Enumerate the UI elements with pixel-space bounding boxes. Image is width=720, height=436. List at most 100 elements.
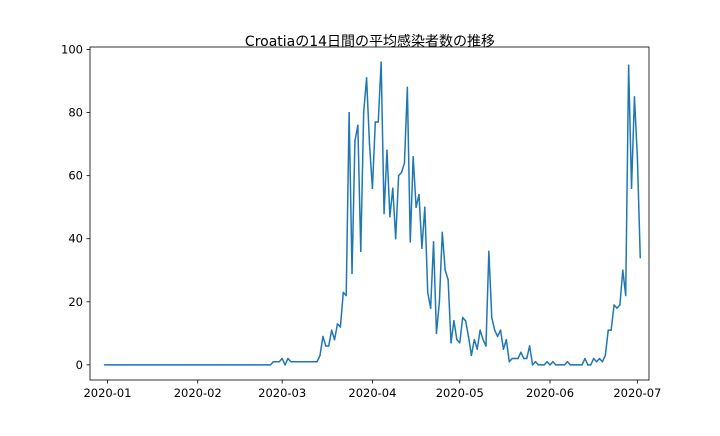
data-point [447, 278, 449, 281]
data-point [339, 326, 342, 328]
data-point [231, 364, 234, 366]
data-point [109, 364, 112, 366]
data-point [380, 61, 382, 63]
data-point [182, 364, 184, 366]
data-point [132, 364, 135, 366]
data-point [138, 364, 141, 366]
data-point [278, 360, 280, 363]
data-point [307, 360, 310, 363]
data-point [354, 140, 356, 142]
data-point [205, 364, 208, 366]
data-point [281, 357, 283, 360]
data-point [357, 124, 359, 126]
data-point [327, 345, 330, 347]
data-point [555, 364, 557, 366]
data-point [604, 354, 607, 357]
data-point [196, 364, 199, 366]
data-point [223, 364, 225, 366]
data-point [543, 364, 545, 366]
data-point [188, 364, 190, 366]
data-point [348, 111, 350, 114]
x-tick-label: 2020-02 [174, 386, 222, 400]
data-point [581, 364, 583, 366]
data-point [394, 237, 397, 240]
data-point [595, 360, 598, 363]
data-point [450, 342, 452, 344]
y-tick-label: 60 [68, 169, 83, 183]
data-point [622, 269, 624, 272]
y-tick-label: 40 [68, 232, 83, 246]
y-axis: 0 20 40 60 80 100 [61, 43, 90, 372]
data-point [269, 364, 272, 366]
data-point [517, 357, 519, 360]
data-point [141, 364, 144, 366]
data-point [502, 348, 505, 350]
x-tick-label: 2020-01 [83, 386, 131, 400]
data-point [266, 364, 269, 366]
data-point [115, 364, 117, 366]
data-point [563, 364, 566, 366]
data-point [438, 301, 441, 303]
data-point [461, 316, 464, 319]
data-point [211, 364, 214, 366]
data-point [528, 345, 531, 347]
data-point [240, 364, 243, 366]
data-point [496, 335, 499, 338]
data-point [112, 364, 115, 366]
data-point [368, 143, 371, 145]
x-tick-label: 2020-05 [436, 386, 484, 400]
data-point [330, 329, 333, 331]
data-point [226, 364, 228, 366]
data-point [552, 360, 554, 363]
x-tick-label: 2020-03 [258, 386, 306, 400]
data-point [377, 121, 379, 123]
data-point [584, 357, 586, 360]
data-point [537, 364, 540, 366]
data-point [362, 111, 365, 114]
data-point [525, 357, 528, 360]
data-point [194, 364, 196, 366]
data-point [121, 364, 123, 366]
data-point [374, 121, 377, 123]
data-point [598, 357, 601, 360]
data-point [150, 364, 152, 366]
data-point [319, 354, 321, 357]
data-point [220, 364, 222, 366]
data-point [124, 364, 126, 366]
data-point [627, 64, 630, 67]
data-point [578, 364, 580, 366]
data-point [409, 241, 412, 243]
data-point [549, 364, 551, 366]
data-point [130, 364, 132, 366]
data-point [135, 364, 138, 366]
data-point [234, 364, 237, 366]
data-point [473, 338, 476, 341]
data-point [345, 294, 347, 297]
data-point [624, 294, 627, 297]
data-point [249, 364, 251, 366]
data-point [485, 345, 487, 347]
data-point [514, 357, 516, 360]
data-point [520, 351, 522, 353]
data-point [540, 364, 543, 366]
data-point [441, 231, 444, 234]
data-point [199, 364, 202, 366]
data-point [566, 360, 569, 363]
data-point [616, 307, 618, 309]
data-point [590, 364, 592, 366]
data-point [295, 360, 298, 363]
data-point [336, 323, 339, 325]
data-point [412, 155, 414, 158]
data-point [470, 354, 473, 357]
data-point [572, 364, 575, 366]
data-point [415, 206, 417, 208]
data-point [400, 171, 403, 174]
axes-frame [89, 46, 650, 381]
data-point [290, 360, 292, 363]
data-point [185, 364, 187, 366]
data-point [164, 364, 167, 366]
data-point [325, 345, 327, 347]
data-point [246, 364, 248, 366]
data-point [202, 364, 205, 366]
